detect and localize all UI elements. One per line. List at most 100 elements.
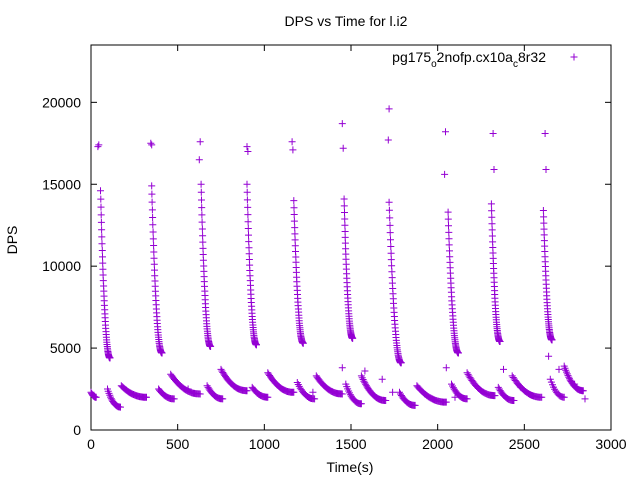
data-point [150,254,158,262]
data-point [385,206,393,214]
y-tick-label: 20000 [42,94,81,110]
data-point [358,374,366,382]
data-point [542,166,550,173]
data-point [95,141,103,149]
data-point [357,400,365,408]
data-point [150,248,158,256]
data-point [495,385,503,393]
x-tick-label: 500 [166,436,190,452]
data-point [500,365,507,373]
data-point [346,391,354,399]
data-point [463,395,471,403]
data-point [563,370,571,378]
data-point [338,390,346,398]
data-point [445,228,453,236]
data-point [510,397,518,404]
data-point [264,393,272,401]
data-point [490,166,498,173]
data-point [245,231,252,239]
data-point [541,130,549,137]
data-point [581,395,589,403]
data-point [384,136,392,144]
data-point [198,204,206,212]
data-point [198,211,206,219]
data-point [339,144,347,152]
data-point [389,388,397,396]
data-point [386,229,394,237]
y-tick-label: 5000 [50,340,81,356]
data-point [444,215,452,223]
data-point [198,225,206,233]
data-point [388,262,396,270]
data-point [195,156,203,164]
data-point [341,215,349,223]
data-point [455,349,462,357]
data-point [546,375,554,383]
data-point [488,220,496,228]
data-point [299,339,307,347]
data-point [540,213,548,221]
x-tick-label: 1000 [249,436,280,452]
data-point [488,207,496,215]
data-point [94,143,102,151]
data-point [158,349,166,357]
data-point [387,256,395,264]
data-point [97,187,104,195]
x-tick-label: 3000 [595,436,626,452]
data-point [148,182,156,190]
legend-label: pg175o2nofp.cx10ac8r32 [392,49,546,70]
data-point [385,198,393,206]
data-point [449,384,457,392]
data-point [98,240,106,248]
data-point [196,390,204,398]
data-point [244,225,252,232]
data-point [148,190,156,198]
data-point [289,146,297,154]
data-point [219,395,227,403]
data-point [291,236,299,244]
data-point [97,203,105,211]
data-point [147,139,155,147]
data-point [545,352,553,360]
data-point [199,244,207,252]
y-tick-label: 0 [73,422,81,438]
data-point [149,235,157,243]
data-point [217,365,225,373]
data-point [387,243,395,250]
data-point [517,383,525,391]
data-point [97,195,105,203]
data-point [288,138,296,146]
data-point [243,143,251,151]
data-point [555,365,563,373]
x-tick-label: 2500 [509,436,540,452]
data-point [338,364,346,372]
data-point [445,241,453,249]
data-point [579,387,587,395]
data-point [385,105,393,113]
data-point [245,238,253,246]
data-point [346,389,353,397]
data-point [387,236,394,244]
data-point [198,196,205,204]
data-point [359,376,367,383]
data-point [487,200,495,208]
data-point [99,253,106,261]
y-tick-label: 15000 [42,176,81,192]
data-point [243,196,251,204]
x-axis-label: Time(s) [327,459,374,475]
data-point [488,213,496,221]
data-point [170,395,178,403]
data-point [491,392,499,400]
data-point [444,208,452,216]
data-point [570,53,578,61]
chart-title: DPS vs Time for l.i2 [285,13,408,29]
data-point [442,398,450,406]
data-point [560,393,568,401]
data-point [99,259,107,267]
data-point [97,218,105,226]
data-point [244,211,252,219]
data-point [489,130,497,137]
data-point [243,180,251,188]
